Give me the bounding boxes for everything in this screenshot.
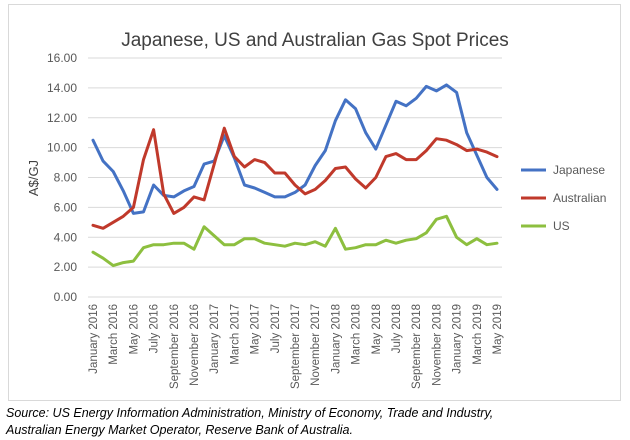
x-tick-label: January 2016 (88, 304, 100, 374)
y-tick-label: 8.00 (54, 171, 78, 185)
x-tick-label: March 2019 (472, 304, 484, 365)
x-tick-label: July 2016 (149, 304, 161, 353)
source-note-line2: Australian Energy Market Operator, Reser… (6, 423, 353, 437)
x-tick-label: November 2017 (310, 304, 322, 386)
x-tick-label: January 2017 (209, 304, 221, 374)
x-tick-label: January 2018 (330, 304, 342, 374)
y-tick-label: 14.00 (47, 81, 77, 95)
x-tick-label: March 2018 (351, 304, 363, 365)
y-axis-label: A$/GJ (26, 160, 41, 196)
x-tick-label: September 2018 (411, 304, 423, 389)
legend-label: US (553, 219, 570, 233)
x-tick-label: September 2017 (290, 304, 302, 389)
x-tick-label: May 2017 (250, 304, 262, 355)
y-tick-label: 0.00 (54, 290, 78, 304)
y-tick-label: 16.00 (47, 51, 77, 65)
source-note-line1: Source: US Energy Information Administra… (6, 406, 494, 420)
x-tick-label: March 2016 (108, 304, 120, 365)
series-line-us (91, 214, 499, 268)
legend-label: Japanese (553, 163, 605, 177)
x-tick-label: May 2018 (371, 304, 383, 355)
chart-frame (8, 4, 621, 401)
x-tick-label: November 2018 (431, 304, 443, 386)
x-tick-label: March 2017 (229, 304, 241, 365)
chart-title: Japanese, US and Australian Gas Spot Pri… (121, 30, 509, 51)
x-tick-label: July 2018 (391, 304, 403, 353)
y-tick-label: 6.00 (54, 200, 78, 214)
x-tick-label: May 2016 (128, 304, 140, 355)
series-line-japanese (91, 83, 499, 215)
series-line-australian (91, 126, 499, 230)
x-tick-label: January 2019 (452, 304, 464, 374)
y-tick-label: 2.00 (54, 260, 78, 274)
y-tick-label: 12.00 (47, 111, 77, 125)
x-tick-label: November 2016 (189, 304, 201, 386)
y-tick-label: 10.00 (47, 141, 77, 155)
x-tick-label: September 2016 (169, 304, 181, 389)
legend-label: Australian (553, 191, 606, 205)
x-tick-label: July 2017 (270, 304, 282, 353)
y-tick-label: 4.00 (54, 230, 78, 244)
x-tick-label: May 2019 (492, 304, 504, 355)
